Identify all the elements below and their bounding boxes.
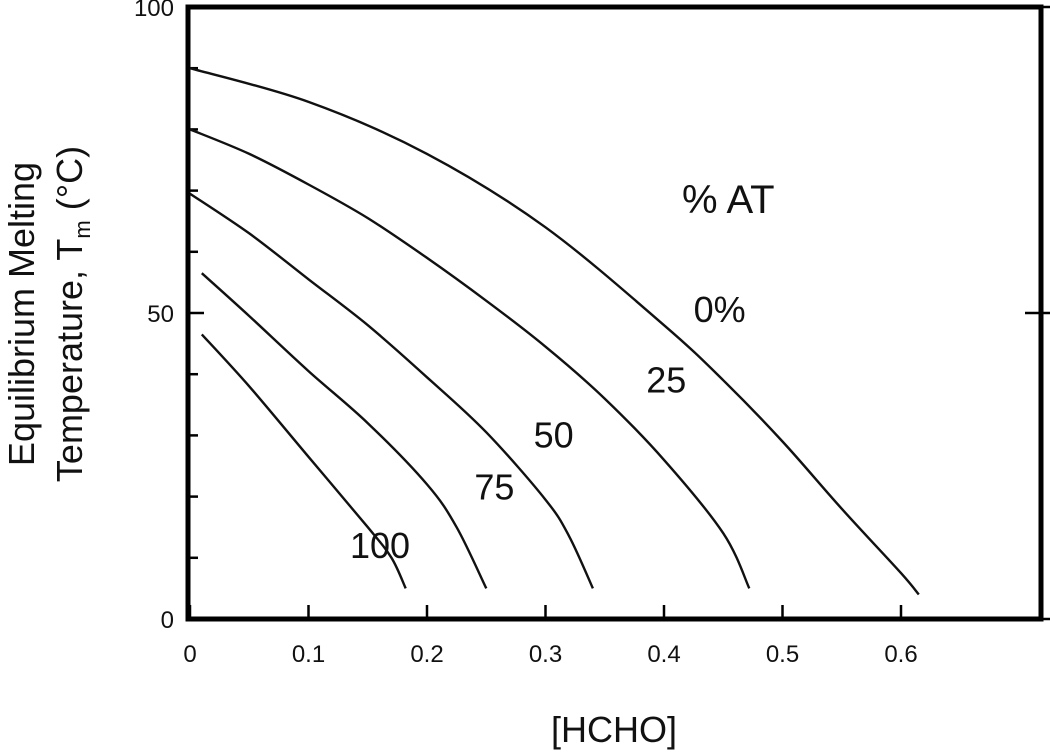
y-axis-label-subscript: m xyxy=(70,220,95,238)
legend-title: % AT xyxy=(682,178,775,222)
x-tick-label: 0.4 xyxy=(647,641,680,668)
curve-labels: 0%25 50 75 100 xyxy=(350,289,746,566)
x-tick-label: 0.2 xyxy=(410,641,443,668)
curve-label-series-4: 75 xyxy=(474,467,514,508)
x-tick-label: 0 xyxy=(183,641,196,668)
y-axis-label-line2: Temperature, Tm (°C) xyxy=(49,146,95,482)
x-tick-label: 0.5 xyxy=(766,641,799,668)
curve-label-series-2: 25 xyxy=(646,360,686,401)
x-tick-label: 0.3 xyxy=(529,641,562,668)
tick-labels: 0 50 100 0 0.1 0.2 0.3 0.4 0.5 0.6 xyxy=(134,0,918,668)
curve-series-3 xyxy=(189,192,594,589)
y-tick-label: 100 xyxy=(134,0,174,22)
y-axis-label-suffix: (°C) xyxy=(49,146,90,220)
axis-ticks xyxy=(188,5,1050,621)
curve-series-4 xyxy=(200,272,488,589)
x-tick-label: 0.6 xyxy=(884,641,917,668)
curve-label-series-3: 50 xyxy=(534,415,574,456)
curve-series-5 xyxy=(200,333,407,589)
y-axis-label-prefix: Temperature, T xyxy=(49,239,90,482)
y-tick-label: 0 xyxy=(161,607,174,634)
curve-series-1 xyxy=(189,67,920,596)
curve-label-series-5: 100 xyxy=(350,525,410,566)
y-tick-label: 50 xyxy=(147,301,174,328)
plot-frame xyxy=(185,4,1044,622)
curve-series-2 xyxy=(189,128,751,589)
curves xyxy=(189,67,920,596)
x-tick-label: 0.1 xyxy=(292,641,325,668)
curve-label-series-1: 0% xyxy=(694,289,746,330)
y-axis-label-line1: Equilibrium Melting xyxy=(1,162,42,466)
x-axis-label: [HCHO] xyxy=(551,709,677,750)
